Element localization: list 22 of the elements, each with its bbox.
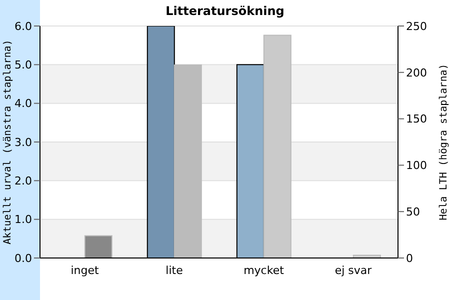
y-tick-label: 2.0 [14, 174, 32, 188]
x-tick-label: mycket [244, 264, 285, 277]
x-tick-label: ej svar [334, 264, 372, 277]
bar [84, 235, 112, 258]
y-axis-title: Aktuellt urval (vänstra staplarna) [2, 40, 14, 244]
y-tick-label: 1.0 [14, 213, 32, 226]
y-tick-label: 3.0 [14, 136, 32, 149]
y2-tick-label: 50 [406, 206, 420, 219]
y-tick-label: 4.0 [14, 97, 32, 110]
x-tick-label: lite [166, 264, 184, 277]
y2-axis-title: Hela LTH (högra staplarna) [438, 64, 450, 220]
y2-tick-label: 150 [406, 112, 427, 126]
y2-tick-label: 250 [406, 20, 427, 33]
y2-tick-label: 0 [406, 252, 413, 265]
y-tick-label: 0.0 [14, 252, 32, 265]
bar [352, 254, 381, 258]
x-tick-label: inget [70, 264, 100, 277]
y-tick-label: 6.0 [14, 20, 32, 33]
chart-title: Litteratursökning [164, 4, 286, 18]
y-tick-label: 5.0 [14, 58, 32, 72]
y2-tick-label: 100 [406, 159, 427, 172]
y2-tick-label: 200 [406, 66, 427, 80]
